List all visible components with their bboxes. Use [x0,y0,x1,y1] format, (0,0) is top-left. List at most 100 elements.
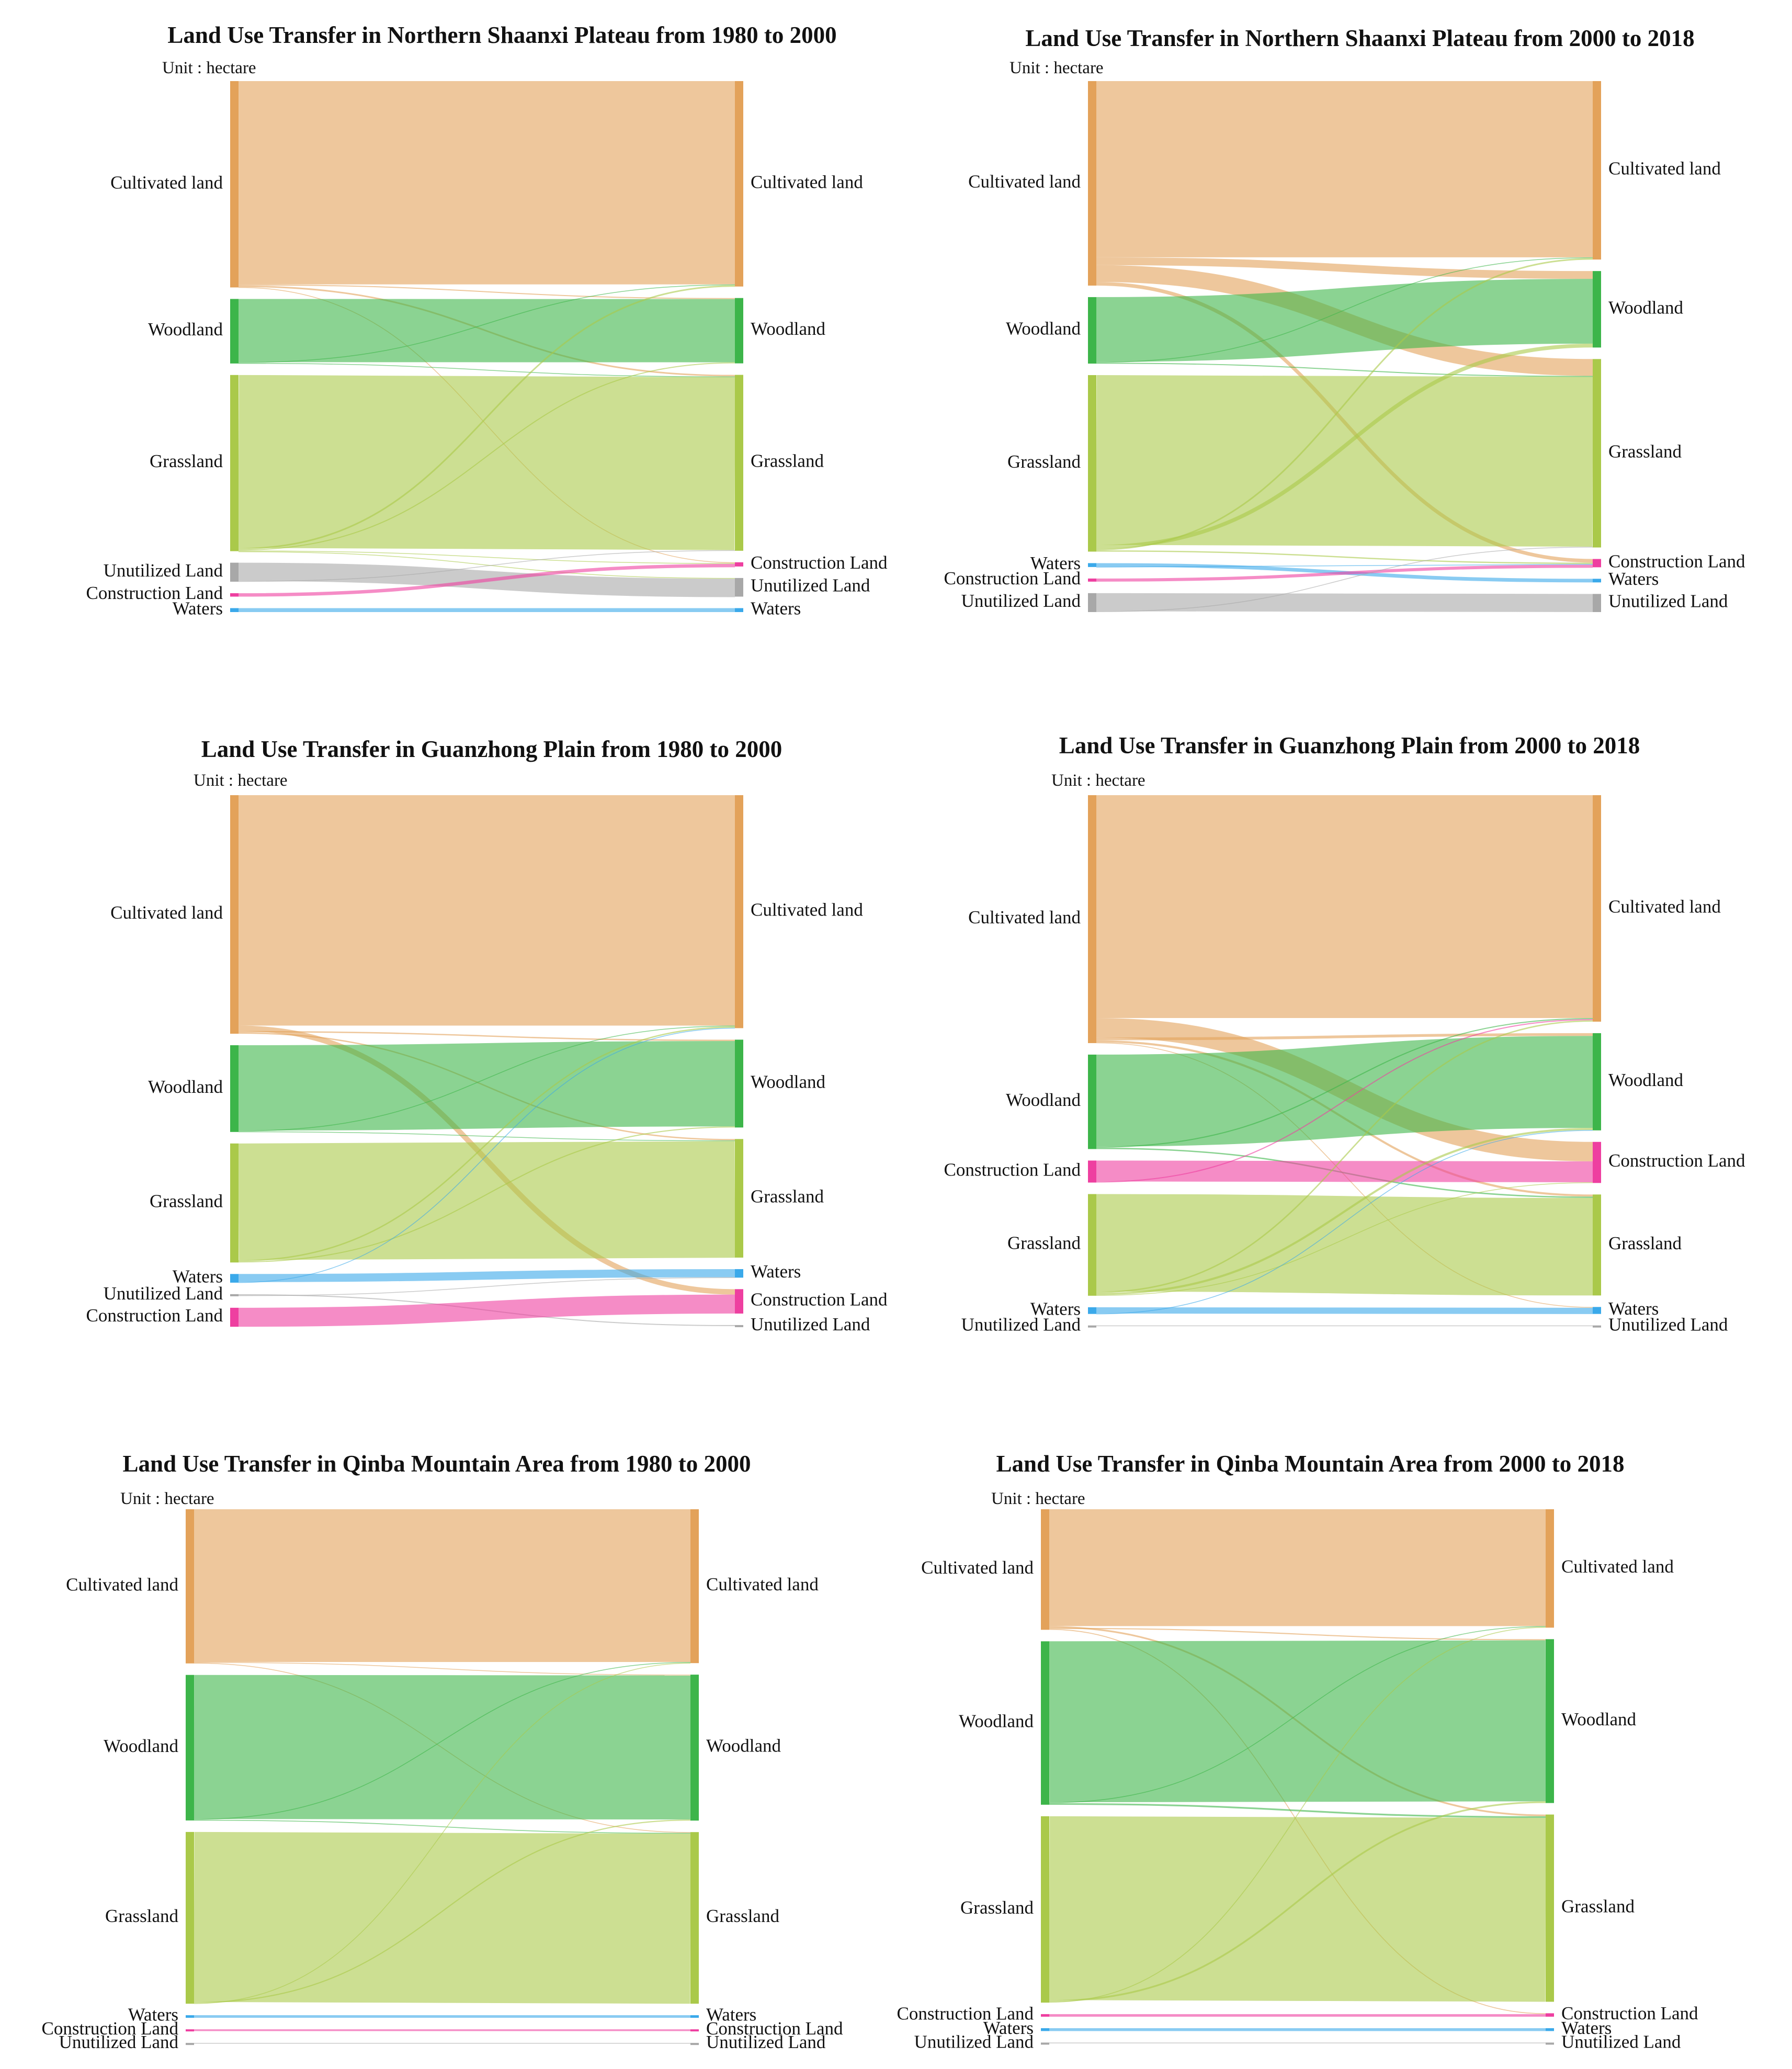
target-node-unutilized-land[interactable] [1593,1325,1601,1328]
target-node-unutilized-land[interactable] [735,1325,743,1327]
flow-waters-to-waters[interactable] [1096,1307,1593,1314]
target-node-grassland[interactable] [1593,359,1601,548]
source-node-grassland[interactable] [1041,1816,1049,2003]
flow-woodland-to-grassland[interactable] [1049,1803,1546,1818]
flow-cultivated-land-to-woodland[interactable] [1049,1627,1546,1641]
flow-grassland-to-woodland[interactable] [238,362,735,551]
flow-waters-to-waters[interactable] [238,1269,735,1282]
flow-woodland-to-grassland[interactable] [238,363,735,378]
target-node-cultivated-land[interactable] [735,795,743,1028]
flow-woodland-to-woodland[interactable] [238,1041,735,1131]
target-node-construction-land[interactable] [1546,2013,1554,2017]
target-node-woodland[interactable] [1593,271,1601,348]
flow-grassland-to-construction-land[interactable] [238,550,735,564]
target-node-grassland[interactable] [1593,1194,1601,1296]
source-node-unutilized-land[interactable] [186,2043,194,2045]
source-node-unutilized-land[interactable] [1041,2042,1049,2045]
flow-grassland-to-grassland[interactable] [238,375,735,550]
source-node-construction-land[interactable] [1088,578,1096,582]
source-node-woodland[interactable] [230,299,239,364]
flow-woodland-to-cultivated-land[interactable] [238,284,735,363]
source-node-construction-land[interactable] [230,1307,239,1327]
target-node-construction-land[interactable] [1593,1141,1601,1183]
flow-grassland-to-construction-land[interactable] [1096,1182,1593,1296]
target-node-cultivated-land[interactable] [1593,795,1601,1022]
flow-grassland-to-grassland[interactable] [1049,1816,1546,2002]
target-node-unutilized-land[interactable] [1546,2042,1554,2045]
source-node-unutilized-land[interactable] [1088,593,1096,612]
flow-woodland-to-grassland[interactable] [238,1131,735,1141]
source-node-cultivated-land[interactable] [230,81,239,288]
flow-waters-to-cultivated-land[interactable] [238,1027,735,1283]
flow-woodland-to-woodland[interactable] [1096,1036,1593,1147]
source-node-grassland[interactable] [230,1143,239,1263]
flow-woodland-to-cultivated-land[interactable] [1049,1626,1546,1803]
target-node-construction-land[interactable] [735,1289,743,1314]
source-node-waters[interactable] [230,608,239,612]
flow-grassland-to-cultivated-land[interactable] [238,285,735,550]
target-node-waters[interactable] [735,608,743,612]
source-node-grassland[interactable] [186,1831,194,2004]
flow-grassland-to-cultivated-land[interactable] [194,1663,691,2004]
source-node-woodland[interactable] [230,1045,239,1132]
flow-cultivated-land-to-woodland[interactable] [194,1661,691,1676]
flow-unutilized-land-to-unutilized-land[interactable] [1096,593,1593,613]
flow-woodland-to-cultivated-land[interactable] [238,1025,735,1132]
target-node-cultivated-land[interactable] [1593,81,1601,260]
source-node-woodland[interactable] [1088,1054,1096,1149]
source-node-construction-land[interactable] [186,2029,194,2032]
target-node-unutilized-land[interactable] [735,578,743,597]
target-node-waters[interactable] [1593,579,1601,583]
flow-woodland-to-cultivated-land[interactable] [1096,257,1593,363]
source-node-cultivated-land[interactable] [1041,1509,1049,1630]
source-node-cultivated-land[interactable] [1088,81,1096,286]
flow-woodland-to-cultivated-land[interactable] [194,1661,691,1820]
flow-grassland-to-grassland[interactable] [1096,375,1593,547]
source-node-grassland[interactable] [1088,1194,1096,1296]
flow-waters-to-woodland[interactable] [1096,1129,1593,1315]
flow-grassland-to-cultivated-land[interactable] [1096,258,1593,550]
flow-woodland-to-grassland[interactable] [1096,363,1593,377]
flow-grassland-to-grassland[interactable] [1096,1194,1593,1296]
flow-construction-land-to-cultivated-land[interactable] [1096,1019,1593,1183]
source-node-grassland[interactable] [230,375,239,551]
flow-grassland-to-unutilized-land[interactable] [238,551,735,579]
source-node-waters[interactable] [1041,2028,1049,2031]
target-node-unutilized-land[interactable] [1593,594,1601,612]
target-node-construction-land[interactable] [690,2029,699,2032]
target-node-construction-land[interactable] [1593,559,1601,568]
source-node-woodland[interactable] [1041,1641,1049,1805]
target-node-woodland[interactable] [690,1675,699,1821]
target-node-waters[interactable] [690,2015,699,2018]
flow-cultivated-land-to-woodland[interactable] [1096,1033,1593,1041]
flow-unutilized-land-to-grassland[interactable] [1096,547,1593,613]
flow-woodland-to-grassland[interactable] [194,1819,691,1834]
flow-grassland-to-cultivated-land[interactable] [1049,1626,1546,2003]
flow-grassland-to-grassland[interactable] [238,1141,735,1260]
source-node-waters[interactable] [186,2015,194,2018]
flow-cultivated-land-to-woodland[interactable] [238,284,735,299]
flow-grassland-to-cultivated-land[interactable] [1096,1020,1593,1293]
flow-construction-land-to-construction-land[interactable] [238,563,735,597]
target-node-cultivated-land[interactable] [690,1509,699,1664]
flow-woodland-to-cultivated-land[interactable] [1096,1018,1593,1148]
source-node-waters[interactable] [1088,1307,1096,1314]
flow-waters-to-construction-land[interactable] [1096,563,1593,568]
source-node-unutilized-land[interactable] [1088,1325,1096,1328]
target-node-construction-land[interactable] [735,562,743,567]
target-node-cultivated-land[interactable] [1546,1509,1554,1628]
flow-construction-land-to-construction-land[interactable] [238,1294,735,1327]
source-node-unutilized-land[interactable] [230,1294,239,1296]
target-node-unutilized-land[interactable] [690,2043,699,2045]
flow-woodland-to-woodland[interactable] [1096,279,1593,362]
flow-woodland-to-woodland[interactable] [1049,1640,1546,1803]
target-node-waters[interactable] [1546,2028,1554,2031]
flow-grassland-to-grassland[interactable] [194,1831,691,2004]
target-node-woodland[interactable] [735,298,743,364]
flow-construction-land-to-construction-land[interactable] [1096,1160,1593,1182]
flow-grassland-to-woodland[interactable] [194,1819,691,2004]
source-node-unutilized-land[interactable] [230,562,239,582]
flow-grassland-to-cultivated-land[interactable] [238,1026,735,1262]
flow-cultivated-land-to-woodland[interactable] [1096,257,1593,279]
source-node-construction-land[interactable] [1041,2014,1049,2017]
